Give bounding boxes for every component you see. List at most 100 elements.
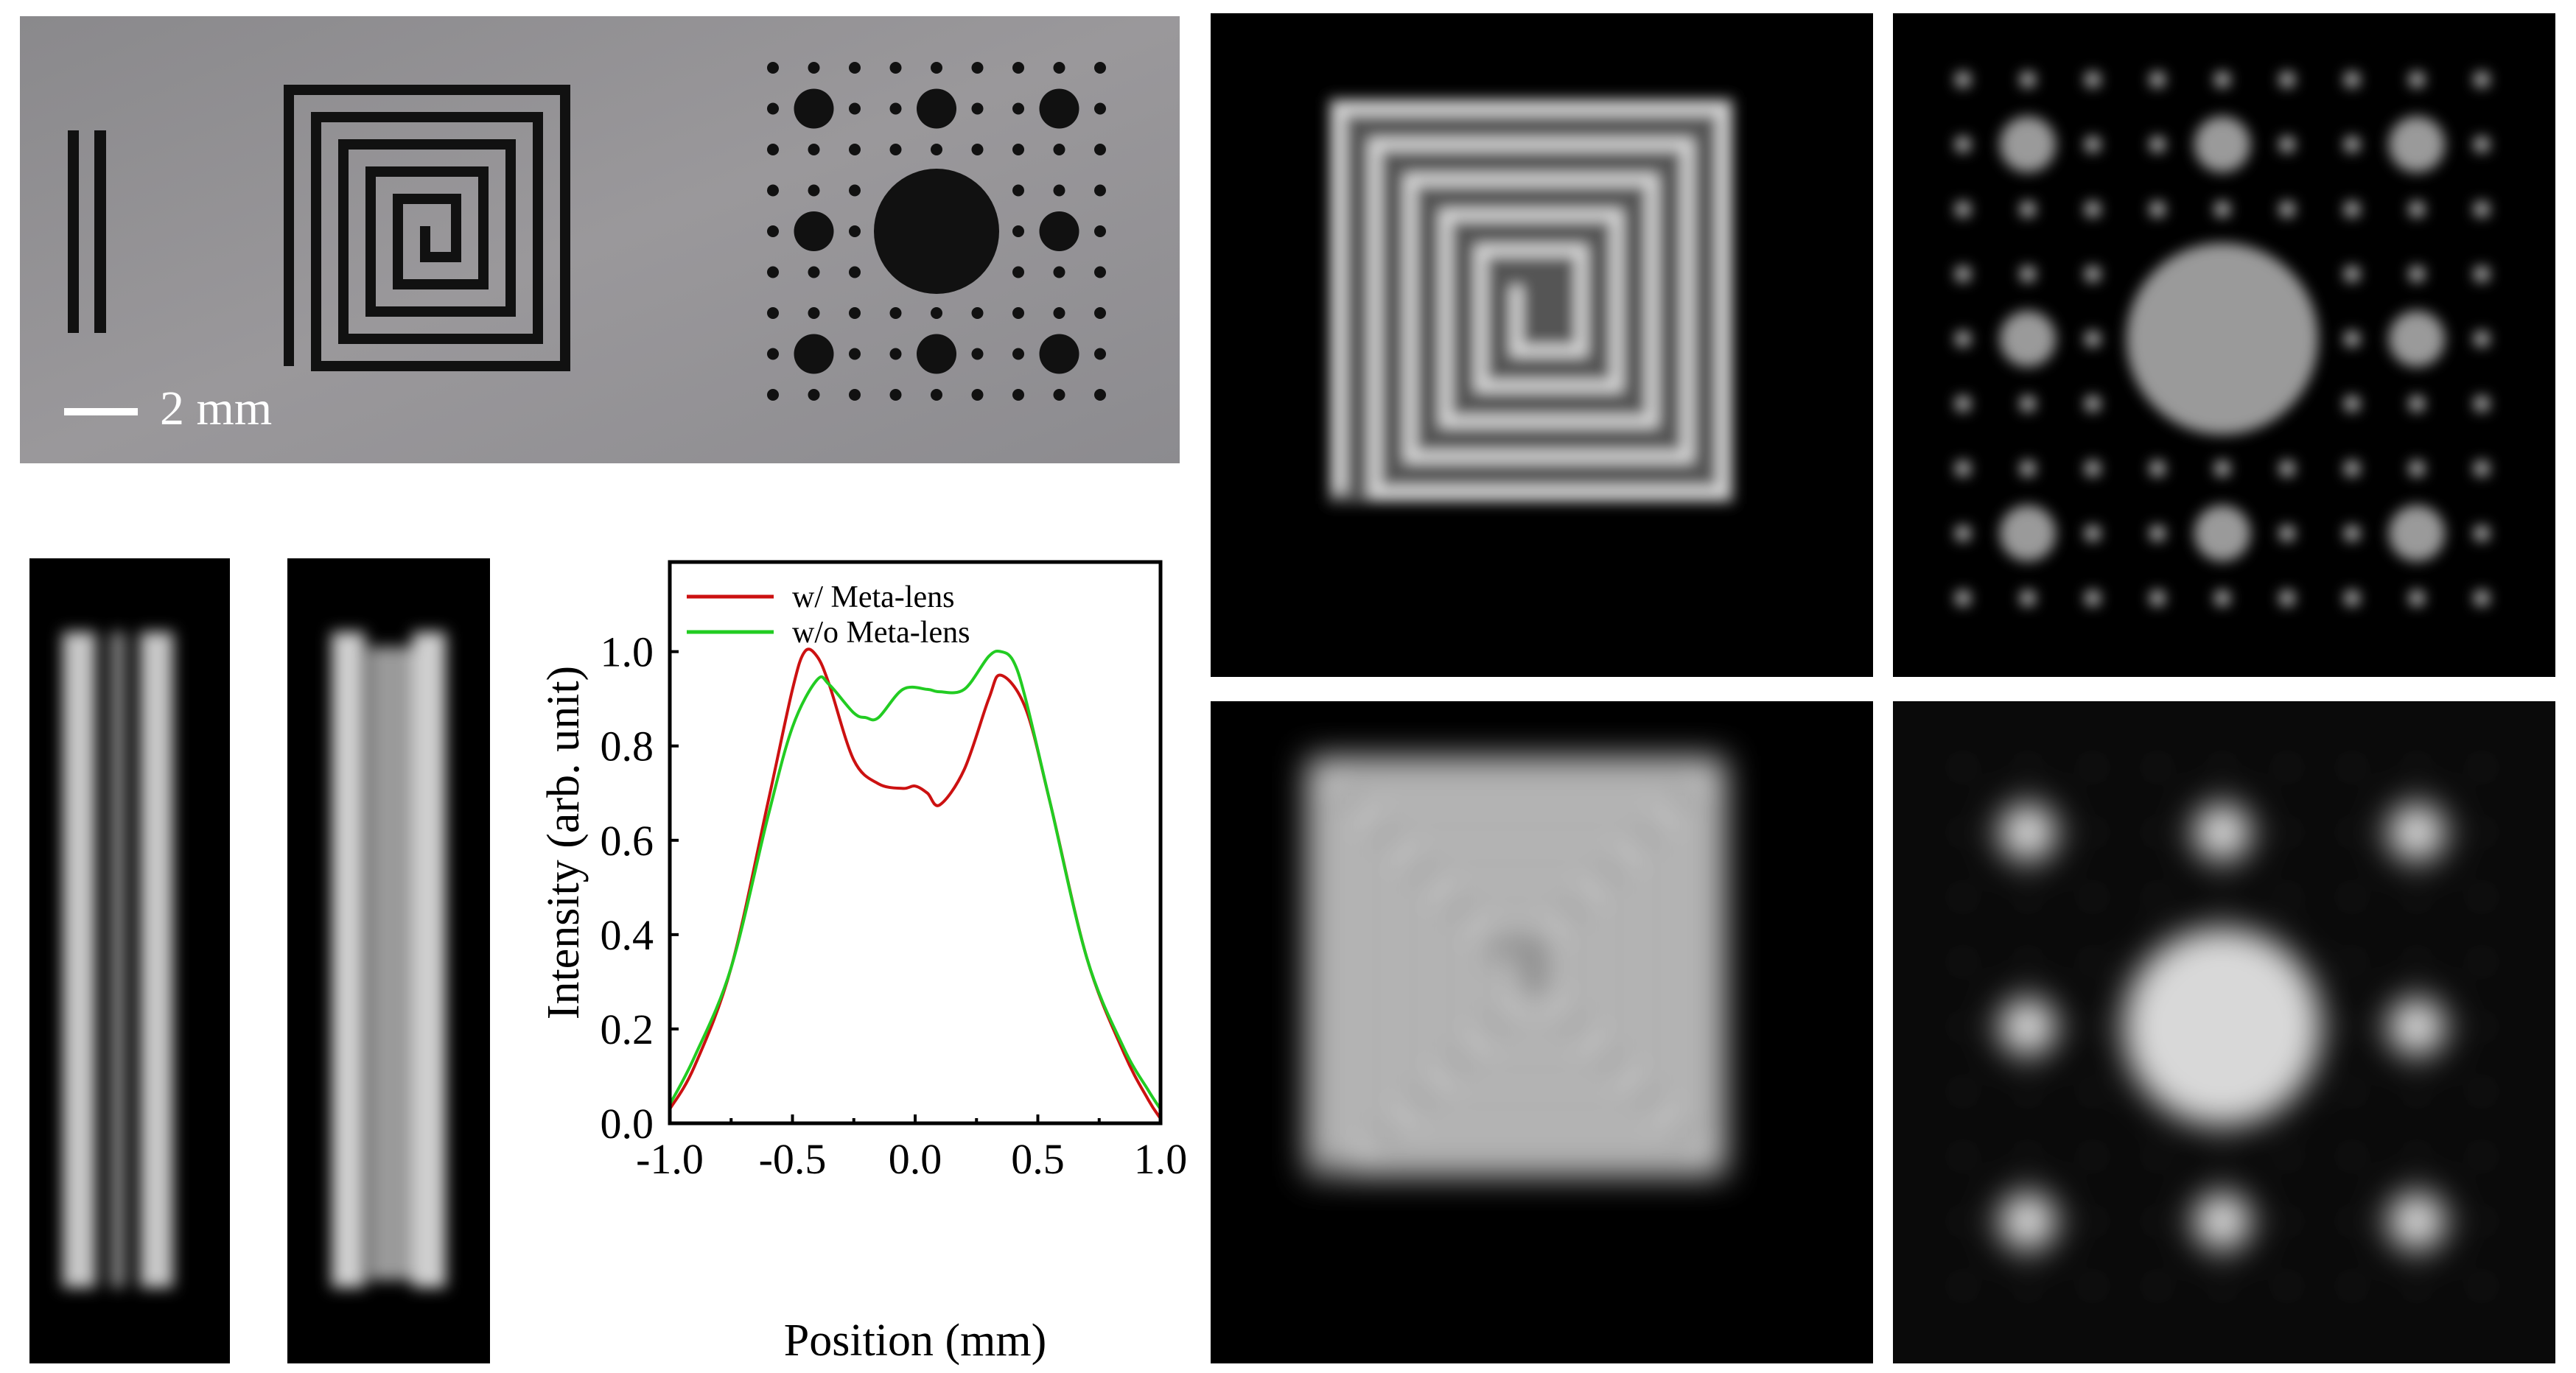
small-dot [2150,461,2165,476]
small-dot [2085,526,2100,541]
small-dot [2150,202,2165,217]
small-dot [971,144,984,155]
small-dot [2283,1282,2292,1291]
small-dot [931,307,942,319]
small-dot [2088,893,2097,902]
small-dot [2348,763,2356,772]
double-slit-image-with-metalens [29,558,230,1363]
small-dot [849,184,861,197]
small-dot [2153,1152,2162,1161]
small-dot [2085,591,2100,605]
y-tick-label: 0.8 [601,723,654,770]
small-dot [1012,266,1024,278]
spiral-line [1314,764,1719,1169]
small-dot [849,102,861,115]
medium-dot [2389,116,2445,172]
small-dot [1094,225,1106,237]
small-dot [2409,461,2424,476]
small-dot [2474,591,2489,605]
small-dot [2348,1022,2356,1031]
small-dot [2474,267,2489,281]
small-dot [2348,1217,2356,1226]
small-dot [1956,267,1970,281]
small-dot [2088,1087,2097,1096]
small-dot [2218,1152,2227,1161]
small-dot [1012,184,1024,197]
small-dot [2023,1152,2032,1161]
small-dot [1053,307,1065,319]
y-tick-label: 0.2 [601,1005,654,1053]
small-dot [2088,1152,2097,1161]
central-large-dot [874,169,999,294]
medium-dot [2389,311,2445,367]
medium-dot [1998,997,2057,1056]
small-dot [2150,72,2165,87]
small-dot [767,62,779,74]
small-dot [2020,591,2035,605]
small-dot [2088,828,2097,837]
small-dot [2020,396,2035,411]
small-dot [849,225,861,237]
small-dot [1956,526,1970,541]
medium-dot [2000,505,2056,561]
small-dot [2218,893,2227,902]
small-dot [2345,202,2359,217]
medium-dot [794,334,834,374]
small-dot [2085,396,2100,411]
small-dot [2280,202,2295,217]
small-dot [2348,828,2356,837]
small-dot [2345,331,2359,346]
small-dot [2348,893,2356,902]
small-dot [1959,1022,1967,1031]
small-dot [2345,72,2359,87]
small-dot [1959,828,1967,837]
small-dot [2345,267,2359,281]
small-dot [1012,225,1024,237]
small-dot [1956,461,1970,476]
medium-dot [2389,505,2445,561]
legend-label-wo-metalens: w/o Meta-lens [792,616,970,650]
small-dot [2348,958,2356,966]
small-dot [2348,1087,2356,1096]
small-dot [2085,202,2100,217]
small-dot [1012,389,1024,401]
small-dot [2085,72,2100,87]
small-dot [2150,526,2165,541]
small-dot [2348,1152,2356,1161]
x-tick-label: 0.0 [889,1135,942,1183]
small-dot [2477,893,2486,902]
small-dot [1959,893,1967,902]
small-dot [1012,348,1024,360]
spiral-pattern [284,85,570,371]
small-dot [2412,1087,2421,1096]
medium-dot [2387,997,2446,1056]
small-dot [2345,137,2359,152]
small-dot [2215,202,2230,217]
medium-dot [2387,803,2446,862]
small-dot [2215,461,2230,476]
x-tick-label: -1.0 [636,1135,704,1183]
small-dot [2345,461,2359,476]
small-dot [2215,591,2230,605]
small-dot [767,389,779,401]
spiral-image-without-metalens [1211,701,1873,1363]
small-dot [2020,267,2035,281]
small-dot [2085,267,2100,281]
small-dot [2474,331,2489,346]
small-dot [2153,893,2162,902]
small-dot [1094,307,1106,319]
small-dot [2412,1152,2421,1161]
dot-array-image-without-metalens [1893,701,2555,1363]
small-dot [849,389,861,401]
small-dot [767,184,779,197]
small-dot [1959,1152,1967,1161]
small-dot [2280,591,2295,605]
small-dot [1956,72,1970,87]
small-dot [1959,1217,1967,1226]
small-dot [767,266,779,278]
small-dot [2412,1282,2421,1291]
small-dot [849,144,861,155]
y-tick-label: 0.0 [601,1100,654,1148]
medium-dot [794,211,834,251]
small-dot [2085,137,2100,152]
